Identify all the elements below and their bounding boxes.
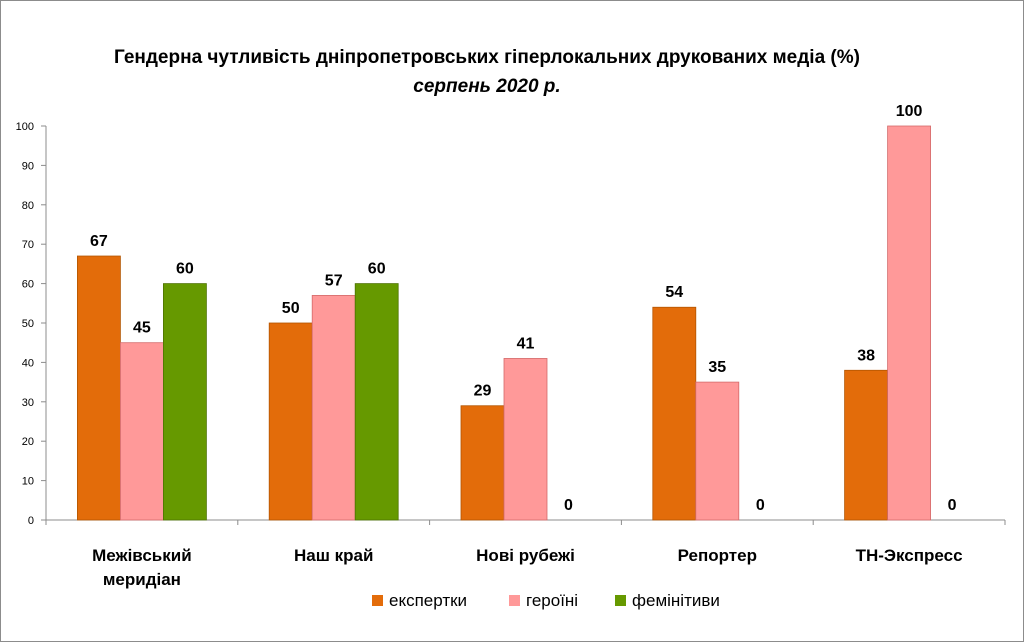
bar [695,382,739,520]
x-category-label: Межівський меридіан [92,546,192,589]
data-label: 0 [564,497,573,514]
data-labels: 67 45 60 50 57 60 29 41 0 54 35 0 38 100 0 [90,103,957,514]
y-tick-label: 100 [16,121,34,133]
y-tick-label: 30 [22,397,34,409]
bar [652,306,697,521]
data-label: 54 [665,284,683,301]
data-label: 67 [90,233,108,250]
chart-subtitle: серпень 2020 р. [413,76,560,97]
data-label: 45 [133,320,151,337]
data-label: 100 [896,103,923,120]
x-category-label: Наш край [294,546,373,565]
legend: експертки героїні фемінітиви [372,591,720,610]
data-label: 29 [474,383,492,400]
legend-label: фемінітиви [632,591,720,610]
data-label: 57 [325,272,343,289]
y-tick-label: 20 [22,436,34,448]
y-tick-label: 40 [22,357,34,369]
bar-outline [162,283,207,521]
y-tick-label: 0 [28,515,34,527]
data-label: 38 [857,347,875,364]
y-tick-label: 70 [22,239,34,251]
bar [312,295,356,520]
legend-swatch [372,595,383,606]
bars [77,125,931,521]
bar-outline [354,283,399,521]
data-label: 0 [948,497,957,514]
bar [355,283,399,520]
legend-label: експертки [389,591,467,610]
data-label: 0 [756,497,765,514]
data-label: 60 [176,261,194,278]
y-tick-label: 80 [22,200,34,212]
y-tick-label: 90 [22,160,34,172]
legend-label: героїні [526,591,578,610]
bar [163,283,207,520]
bar-outline [503,358,548,521]
y-tick-label: 60 [22,279,34,291]
legend-swatch [509,595,520,606]
bar [268,322,313,521]
bar [887,126,931,520]
data-label: 35 [708,359,726,376]
x-category-label: Нові рубежі [476,546,575,565]
legend-swatch [615,595,626,606]
data-label: 50 [282,300,300,317]
y-tick-label: 10 [22,476,34,488]
data-label: 41 [517,335,535,352]
bar [77,255,121,521]
x-category-label: Репортер [678,546,757,565]
bar [844,369,888,521]
bar [120,342,164,520]
axes: 0 10 20 30 40 50 60 70 80 90 100 Межівський меридіан… [16,121,1006,589]
bar-outline [887,125,931,521]
x-category-label: ТН-Экспресс [856,546,963,565]
data-label: 60 [368,261,386,278]
y-tick-label: 50 [22,318,34,330]
bar [504,358,547,520]
chart-title: Гендерна чутливість дніпропетровських гі… [114,47,860,68]
bar [460,405,505,521]
bar-outline [695,381,740,521]
